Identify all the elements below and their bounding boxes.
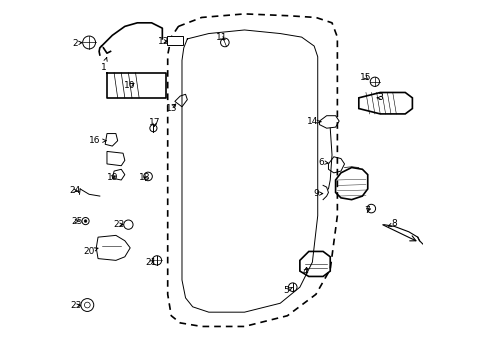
Text: 15: 15 xyxy=(360,73,371,82)
Text: 16: 16 xyxy=(88,136,106,145)
Text: 14: 14 xyxy=(306,117,320,126)
Text: 23: 23 xyxy=(70,301,81,310)
Text: 19: 19 xyxy=(106,173,118,182)
Text: 17: 17 xyxy=(148,118,160,127)
Text: 24: 24 xyxy=(69,186,81,195)
Text: 25: 25 xyxy=(71,217,82,226)
Text: 10: 10 xyxy=(124,81,136,90)
Text: 2: 2 xyxy=(72,39,82,48)
Text: 22: 22 xyxy=(113,220,124,229)
Text: 11: 11 xyxy=(215,33,226,42)
Text: 13: 13 xyxy=(165,104,177,113)
Text: 5: 5 xyxy=(283,286,291,295)
Text: 21: 21 xyxy=(145,258,156,267)
Text: 20: 20 xyxy=(83,247,98,256)
Text: 1: 1 xyxy=(101,57,107,72)
Text: 7: 7 xyxy=(363,206,369,215)
Text: 18: 18 xyxy=(139,173,150,182)
Circle shape xyxy=(84,220,87,222)
Text: 8: 8 xyxy=(387,220,397,229)
FancyBboxPatch shape xyxy=(166,36,183,45)
Text: 4: 4 xyxy=(302,267,307,276)
Text: 6: 6 xyxy=(318,158,327,167)
Text: 12: 12 xyxy=(158,37,169,46)
Text: 3: 3 xyxy=(377,93,382,102)
Text: 9: 9 xyxy=(312,189,322,198)
